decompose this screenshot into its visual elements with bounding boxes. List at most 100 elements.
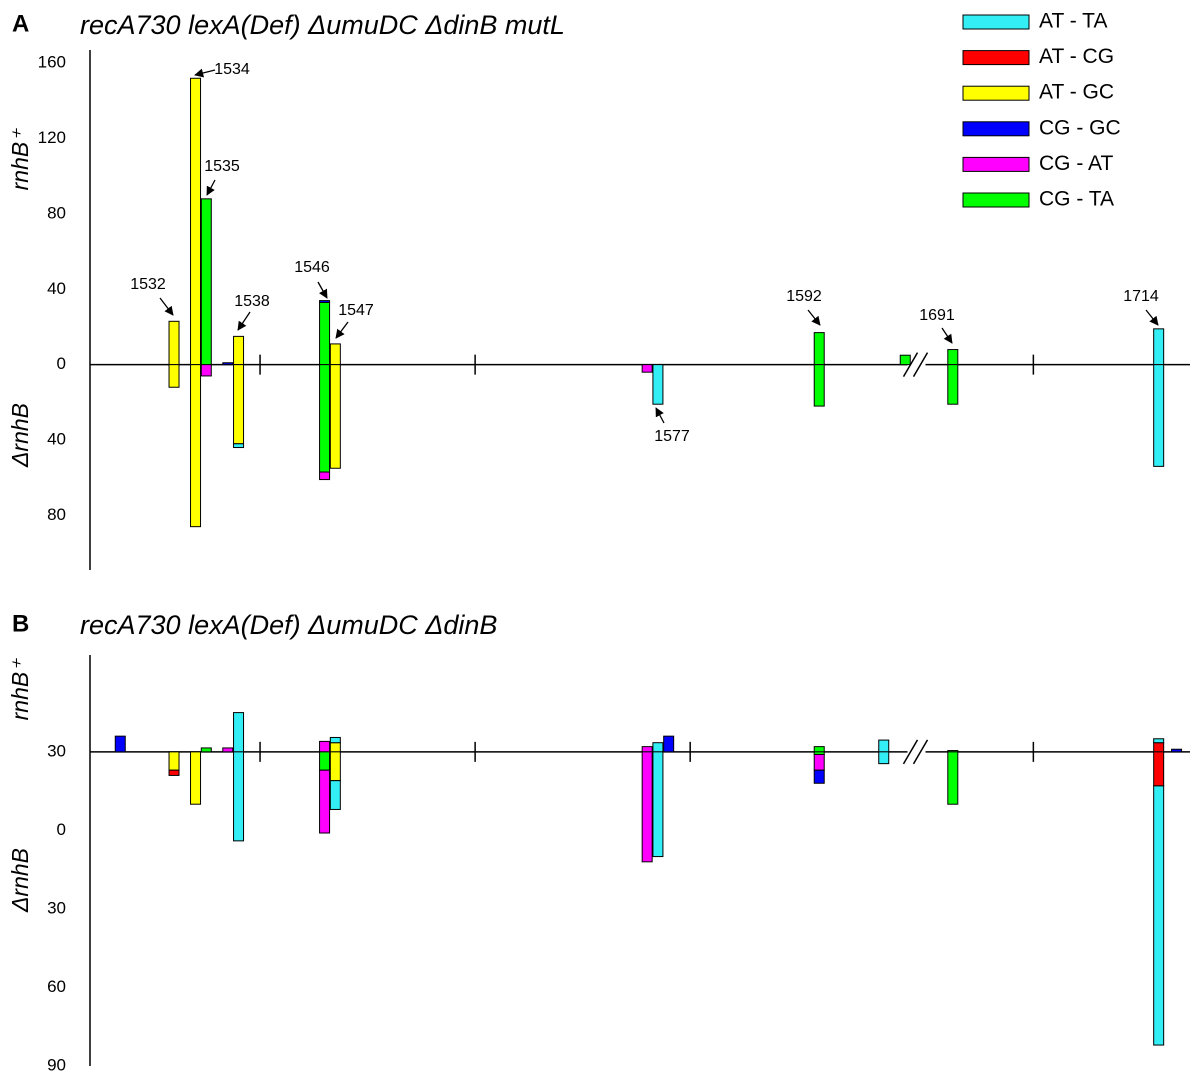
y-label: rnhB⁺ (7, 128, 33, 191)
y-tick-label: 160 (38, 53, 66, 72)
bar-segment (652, 751, 664, 858)
y-tick-label: 0 (57, 354, 66, 373)
panel-letter: A (12, 10, 29, 37)
panel-title: recA730 lexA(Def) ΔumuDC ΔdinB (80, 610, 497, 640)
bar-segment (200, 747, 212, 753)
y-label: ΔrnhB (7, 403, 33, 468)
bar-segment (1171, 748, 1183, 753)
bar-segment (190, 77, 202, 366)
bar-segment (1153, 742, 1165, 753)
annotation-arrow (237, 311, 251, 331)
annotation-arrow (159, 297, 174, 316)
bar-segment (813, 746, 825, 753)
bar-segment (1153, 751, 1165, 787)
y-tick-label: 60 (47, 977, 66, 996)
annotation-arrow (655, 407, 665, 424)
bar-segment (663, 735, 675, 753)
bar-segment (652, 364, 664, 405)
legend-label: AT - GC (1039, 81, 1114, 104)
annotation: 1535 (204, 158, 240, 175)
axis-break (912, 352, 929, 378)
bar-segment (1153, 328, 1165, 366)
legend-label: AT - CG (1039, 45, 1114, 68)
bar-segment (947, 349, 959, 366)
y-tick-label: 40 (47, 429, 66, 448)
panel-letter: B (12, 610, 29, 637)
annotation: 1691 (919, 307, 955, 324)
bar-segment (168, 769, 180, 776)
bar-segment (813, 364, 825, 407)
bar-segment (641, 364, 653, 373)
bar-segment (319, 740, 331, 753)
legend-swatch (962, 14, 1030, 30)
bar-segment (329, 364, 341, 469)
annotation: 1577 (654, 428, 690, 445)
bar-segment (1153, 738, 1165, 744)
bar-segment (233, 712, 245, 753)
bar-segment (233, 751, 245, 842)
y-tick-label: 90 (47, 1055, 66, 1074)
bar-segment (813, 332, 825, 366)
legend-swatch (962, 192, 1030, 208)
annotation: 1546 (294, 259, 330, 276)
bar-segment (329, 736, 341, 744)
bar-segment (168, 320, 180, 366)
bar-segment (641, 746, 653, 753)
y-tick-label: 30 (47, 898, 66, 917)
bar-segment (652, 742, 664, 753)
annotation-arrow (1145, 309, 1159, 326)
y-label: ΔrnhB (7, 848, 33, 913)
legend-label: AT - TA (1039, 10, 1107, 33)
bar-segment (319, 471, 331, 481)
annotation-arrow (206, 179, 216, 196)
annotation-arrow (941, 327, 953, 344)
panel-title: recA730 lexA(Def) ΔumuDC ΔdinB mutL (80, 10, 565, 40)
bar-segment (222, 747, 234, 753)
annotation: 1547 (338, 302, 374, 319)
bar-segment (329, 343, 341, 366)
y-tick-label: 80 (47, 505, 66, 524)
bar-segment (222, 362, 234, 366)
bar-segment (947, 364, 959, 405)
bar-segment (319, 364, 331, 473)
axis-break (902, 739, 919, 765)
axis-break-gap (907, 361, 926, 368)
annotation: 1532 (130, 276, 166, 293)
legend-label: CG - TA (1039, 188, 1114, 211)
annotation: 1534 (214, 61, 250, 78)
bar-segment (329, 780, 341, 810)
bar-segment (200, 364, 212, 377)
bar-segment (319, 769, 331, 834)
y-tick-label: 30 (47, 741, 66, 760)
bar-segment (190, 751, 202, 805)
bar-segment (899, 354, 911, 366)
annotation: 1714 (1123, 288, 1159, 305)
bar-segment (233, 364, 245, 445)
bar-segment (190, 364, 202, 528)
y-tick-label: 40 (47, 279, 66, 298)
bar-segment (168, 751, 180, 771)
bar-segment (114, 735, 126, 753)
legend-swatch (962, 85, 1030, 101)
legend-label: CG - AT (1039, 152, 1113, 175)
annotation-arrow (194, 68, 216, 78)
annotation-arrow (317, 281, 328, 299)
y-tick-label: 0 (57, 820, 66, 839)
legend-label: CG - GC (1039, 116, 1121, 139)
bar-segment (329, 742, 341, 753)
bar-segment (233, 335, 245, 366)
bar-segment (813, 753, 825, 771)
bar-segment (200, 198, 212, 366)
bar-segment (329, 751, 341, 782)
bar-segment (641, 751, 653, 863)
bar-segment (947, 751, 959, 805)
bar-segment (813, 769, 825, 784)
axis-break (912, 739, 929, 765)
annotation: 1538 (234, 293, 270, 310)
y-tick-label: 120 (38, 128, 66, 147)
axis-break-gap (907, 748, 926, 755)
legend-swatch (962, 156, 1030, 172)
legend-swatch (962, 121, 1030, 137)
bar-segment (319, 300, 331, 303)
